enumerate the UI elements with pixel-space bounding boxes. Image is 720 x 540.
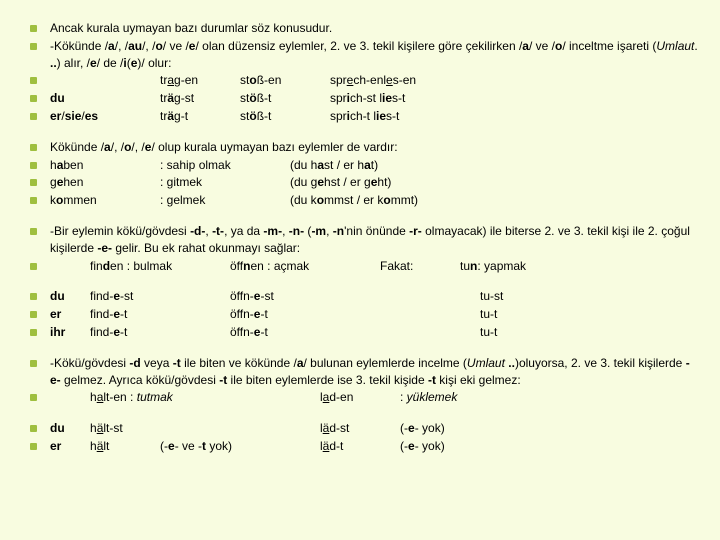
s6-row-1: er hält (-e- ve -t yok) läd-t (-e- yok) — [50, 438, 700, 455]
s3-line1: -Bir eylemin kökü/gövdesi -d-, -t-, ya d… — [50, 223, 700, 257]
s3-line2: finden : bulmak öffnen : açmak Fakat: tu… — [50, 258, 700, 275]
s1-line2: -Kökünde /a/, /au/, /o/ ve /e/ olan düze… — [50, 38, 700, 72]
s2-row-2: kommen : gelmek (du kommst / er kommt) — [50, 192, 700, 209]
section-2: Kökünde /a/, /o/, /e/ olup kurala uymaya… — [30, 139, 700, 209]
s1-table-row-2: er/sie/es träg-t stöß-t sprich-t lies-t — [50, 108, 700, 125]
s1-line1: Ancak kurala uymayan bazı durumlar söz k… — [50, 20, 700, 37]
section-1: Ancak kurala uymayan bazı durumlar söz k… — [30, 20, 700, 125]
s2-row-1: gehen : gitmek (du gehst / er geht) — [50, 174, 700, 191]
section-3: -Bir eylemin kökü/gövdesi -d-, -t-, ya d… — [30, 223, 700, 274]
s1-table-row-0: trag-en stoß-en sprech-enles-en — [50, 72, 700, 89]
s4-row-0: du find-e-st öffn-e-st tu-st — [50, 288, 700, 305]
s1-table-row-1: du träg-st stöß-t sprich-st lies-t — [50, 90, 700, 107]
s4-row-2: ihr find-e-t öffn-e-t tu-t — [50, 324, 700, 341]
s5-line1: -Kökü/gövdesi -d veya -t ile biten ve kö… — [50, 355, 700, 389]
section-4: du find-e-st öffn-e-st tu-st er find-e-t… — [30, 288, 700, 340]
section-5: -Kökü/gövdesi -d veya -t ile biten ve kö… — [30, 355, 700, 406]
s5-line2: halt-en : tutmak lad-en : yüklemek — [50, 389, 700, 406]
s6-row-0: du hält-st läd-st (-e- yok) — [50, 420, 700, 437]
section-6: du hält-st läd-st (-e- yok) er hält (-e-… — [30, 420, 700, 455]
s4-row-1: er find-e-t öffn-e-t tu-t — [50, 306, 700, 323]
s2-line1: Kökünde /a/, /o/, /e/ olup kurala uymaya… — [50, 139, 700, 156]
s2-row-0: haben : sahip olmak (du hast / er hat) — [50, 157, 700, 174]
